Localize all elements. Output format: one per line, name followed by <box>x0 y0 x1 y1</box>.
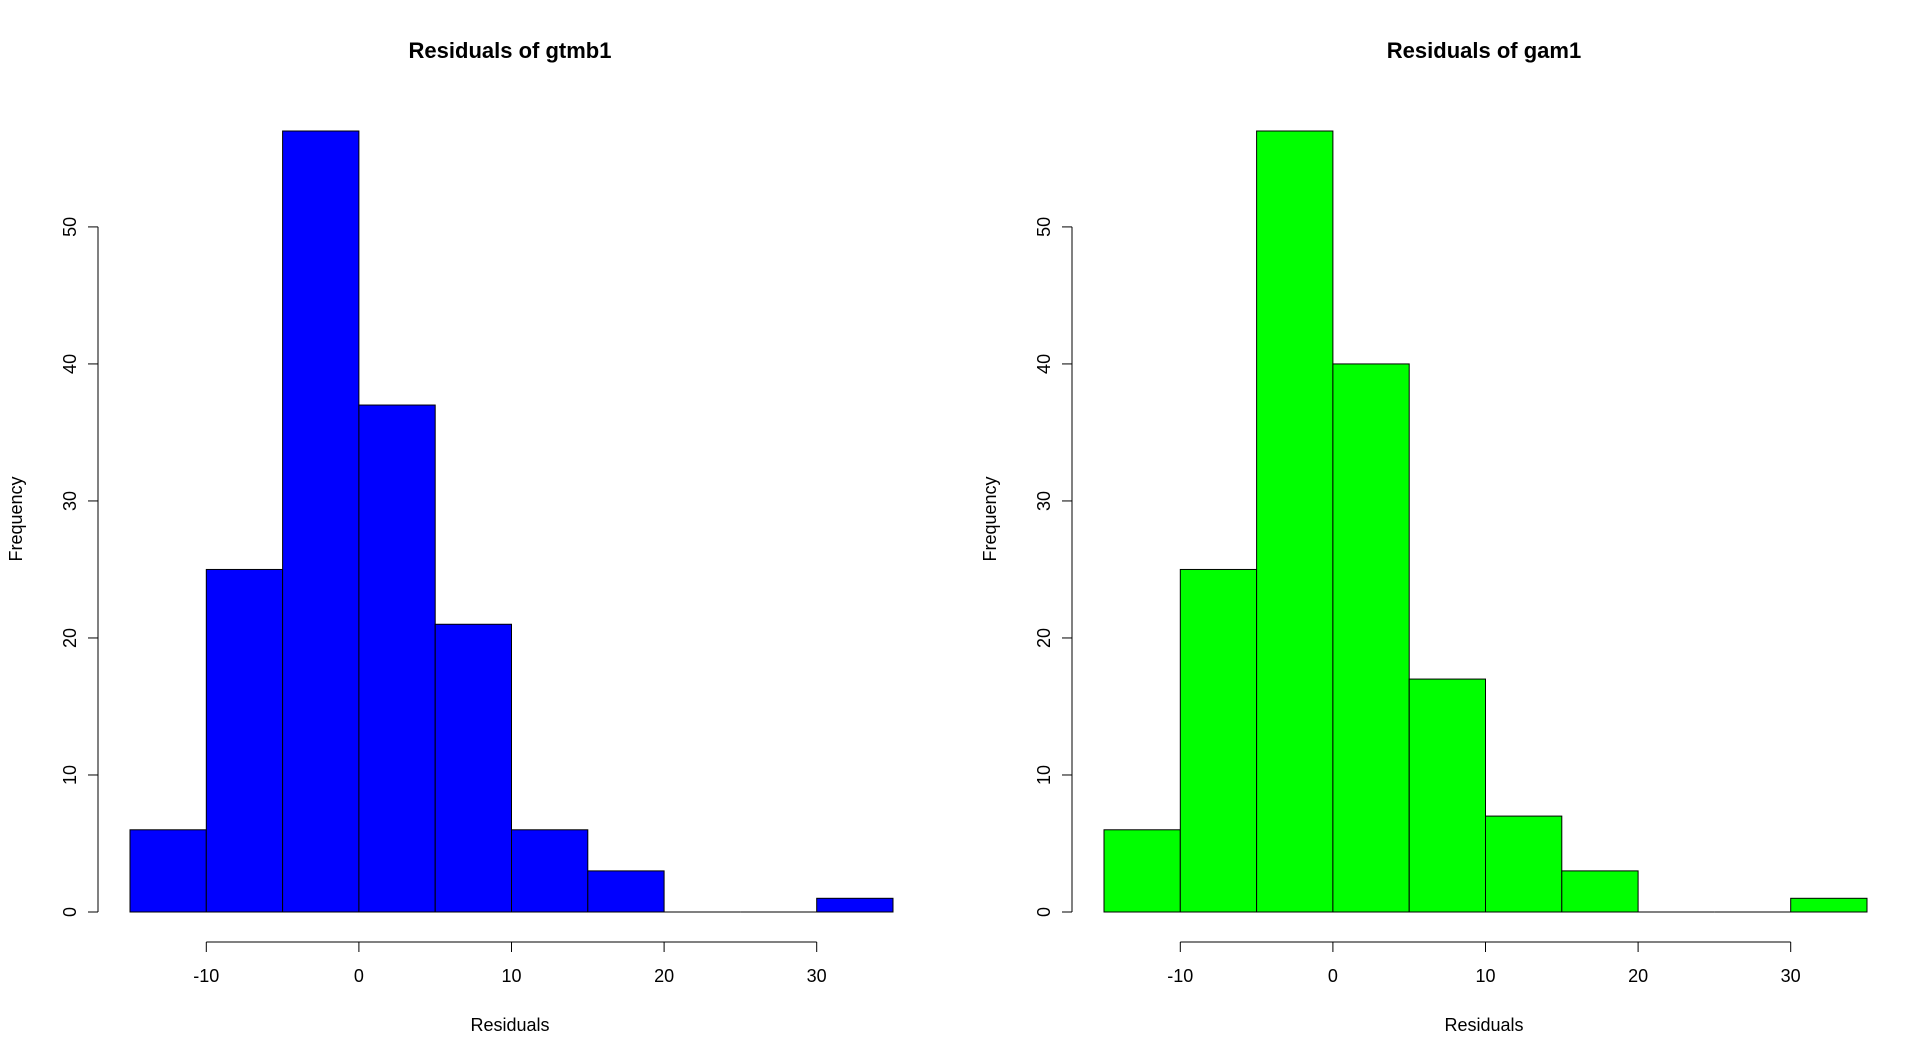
y-axis-label: Frequency <box>6 476 26 561</box>
y-tick-label: 40 <box>60 354 80 374</box>
histogram-bar <box>816 897 894 913</box>
histogram-bar <box>1256 130 1334 913</box>
x-tick-label: 20 <box>654 966 674 986</box>
histogram-bar <box>1332 363 1410 913</box>
histogram-bar <box>282 130 360 913</box>
y-tick-label: 20 <box>1034 628 1054 648</box>
histogram-panel-gam1: Residuals of gam1 0 10 20 30 40 50 -10 0 10 20 30… <box>980 38 1868 1035</box>
x-axis: -10 0 10 20 30 <box>1167 941 1801 986</box>
y-tick-label: 30 <box>1034 491 1054 511</box>
y-tick-label: 20 <box>60 628 80 648</box>
y-tick-label: 40 <box>1034 354 1054 374</box>
x-axis-label: Residuals <box>1444 1015 1523 1035</box>
histogram-bar <box>358 404 436 913</box>
x-tick-label: 10 <box>1475 966 1495 986</box>
bar-group <box>1103 130 1868 913</box>
histogram-bar <box>205 568 284 913</box>
chart-title: Residuals of gam1 <box>1387 38 1581 63</box>
chart-title: Residuals of gtmb1 <box>409 38 612 63</box>
y-tick-label: 10 <box>1034 765 1054 785</box>
histogram-panel-gtmb1: Residuals of gtmb1 0 10 20 30 40 50 -10 0 10 20 3… <box>6 38 894 1035</box>
histogram-bar <box>129 829 207 913</box>
histogram-bar <box>1485 815 1563 913</box>
histogram-bar <box>1103 829 1181 913</box>
histogram-bar <box>1179 568 1258 913</box>
x-tick-label: 10 <box>501 966 521 986</box>
y-tick-label: 0 <box>60 907 80 917</box>
x-tick-label: 30 <box>807 966 827 986</box>
x-tick-label: 0 <box>354 966 364 986</box>
histogram-bar <box>511 829 589 913</box>
y-axis: 0 10 20 30 40 50 <box>60 217 99 917</box>
histogram-bar <box>587 870 665 913</box>
histogram-bar <box>1561 870 1639 913</box>
x-axis: -10 0 10 20 30 <box>193 941 827 986</box>
x-tick-label: 20 <box>1628 966 1648 986</box>
histogram-bar <box>434 623 513 913</box>
y-tick-label: 0 <box>1034 907 1054 917</box>
y-axis-label: Frequency <box>980 476 1000 561</box>
x-tick-label: -10 <box>1167 966 1193 986</box>
y-tick-label: 30 <box>60 491 80 511</box>
histogram-bar <box>1790 897 1868 913</box>
x-axis-label: Residuals <box>470 1015 549 1035</box>
histogram-bar <box>1408 678 1486 913</box>
x-tick-label: 30 <box>1781 966 1801 986</box>
y-tick-label: 50 <box>1034 217 1054 237</box>
y-tick-label: 50 <box>60 217 80 237</box>
bar-group <box>129 130 894 913</box>
y-axis: 0 10 20 30 40 50 <box>1034 217 1073 917</box>
x-tick-label: 0 <box>1328 966 1338 986</box>
y-tick-label: 10 <box>60 765 80 785</box>
x-tick-label: -10 <box>193 966 219 986</box>
